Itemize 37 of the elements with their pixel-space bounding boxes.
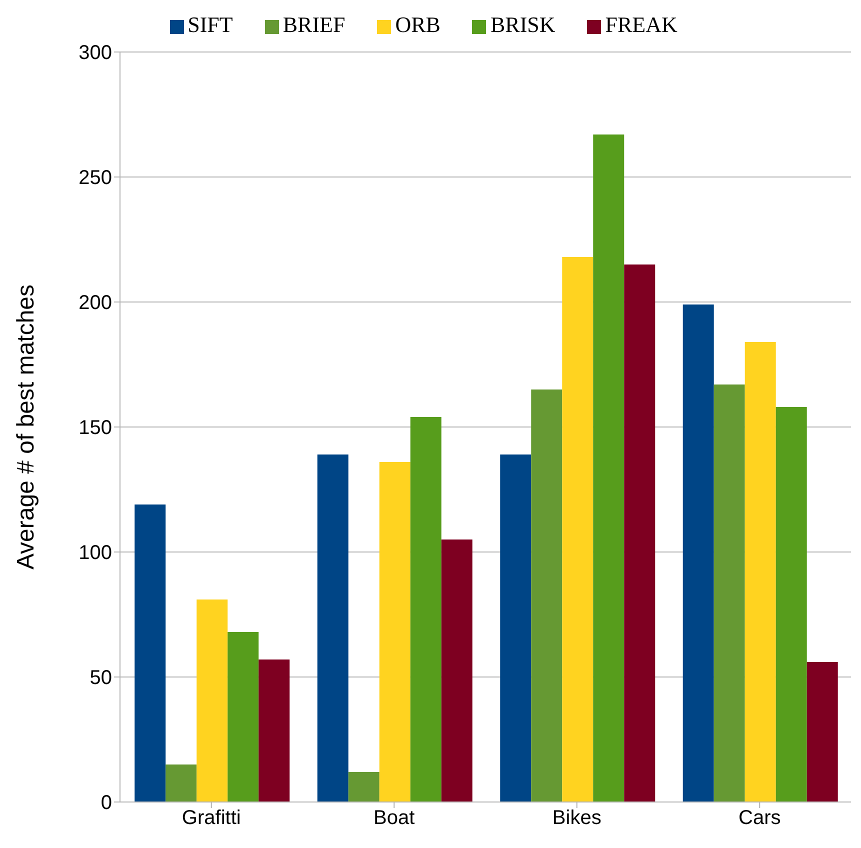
bar: [441, 540, 472, 802]
bar: [134, 504, 166, 802]
bar: [228, 632, 259, 802]
bar: [744, 342, 776, 802]
y-tick-label: 50: [90, 667, 112, 690]
bar: [258, 660, 290, 802]
y-tick-label: 100: [78, 542, 112, 564]
bar: [562, 257, 594, 802]
x-tick-label: Bikes: [552, 807, 602, 830]
x-tick-label: Boat: [374, 807, 416, 830]
bar: [196, 600, 228, 802]
legend-label: SIFT: [188, 12, 233, 37]
bar: [348, 772, 380, 802]
y-tick-label: 300: [78, 42, 112, 64]
y-tick-label: 150: [78, 417, 112, 440]
legend-label: FREAK: [605, 12, 678, 37]
bar: [317, 454, 348, 802]
y-tick-label: 250: [78, 167, 112, 190]
bar: [776, 407, 807, 802]
bar: [714, 384, 745, 802]
bar: [593, 134, 624, 802]
bar: [379, 462, 410, 802]
legend-label: BRIEF: [282, 12, 346, 37]
bar: [531, 390, 562, 802]
bar: [682, 304, 714, 802]
x-tick-label: Grafitti: [182, 807, 241, 830]
legend-label: BRISK: [490, 12, 556, 37]
bar: [500, 454, 532, 802]
legend-label: ORB: [395, 12, 440, 37]
x-tick-label: Cars: [738, 807, 781, 830]
bar: [806, 662, 838, 802]
bar: [410, 417, 442, 802]
bar: [166, 764, 197, 802]
y-tick-label: 200: [78, 292, 112, 314]
y-tick-label: 0: [100, 792, 112, 814]
y-axis-title: Average # of best matches: [12, 284, 40, 570]
bar: [624, 264, 656, 802]
